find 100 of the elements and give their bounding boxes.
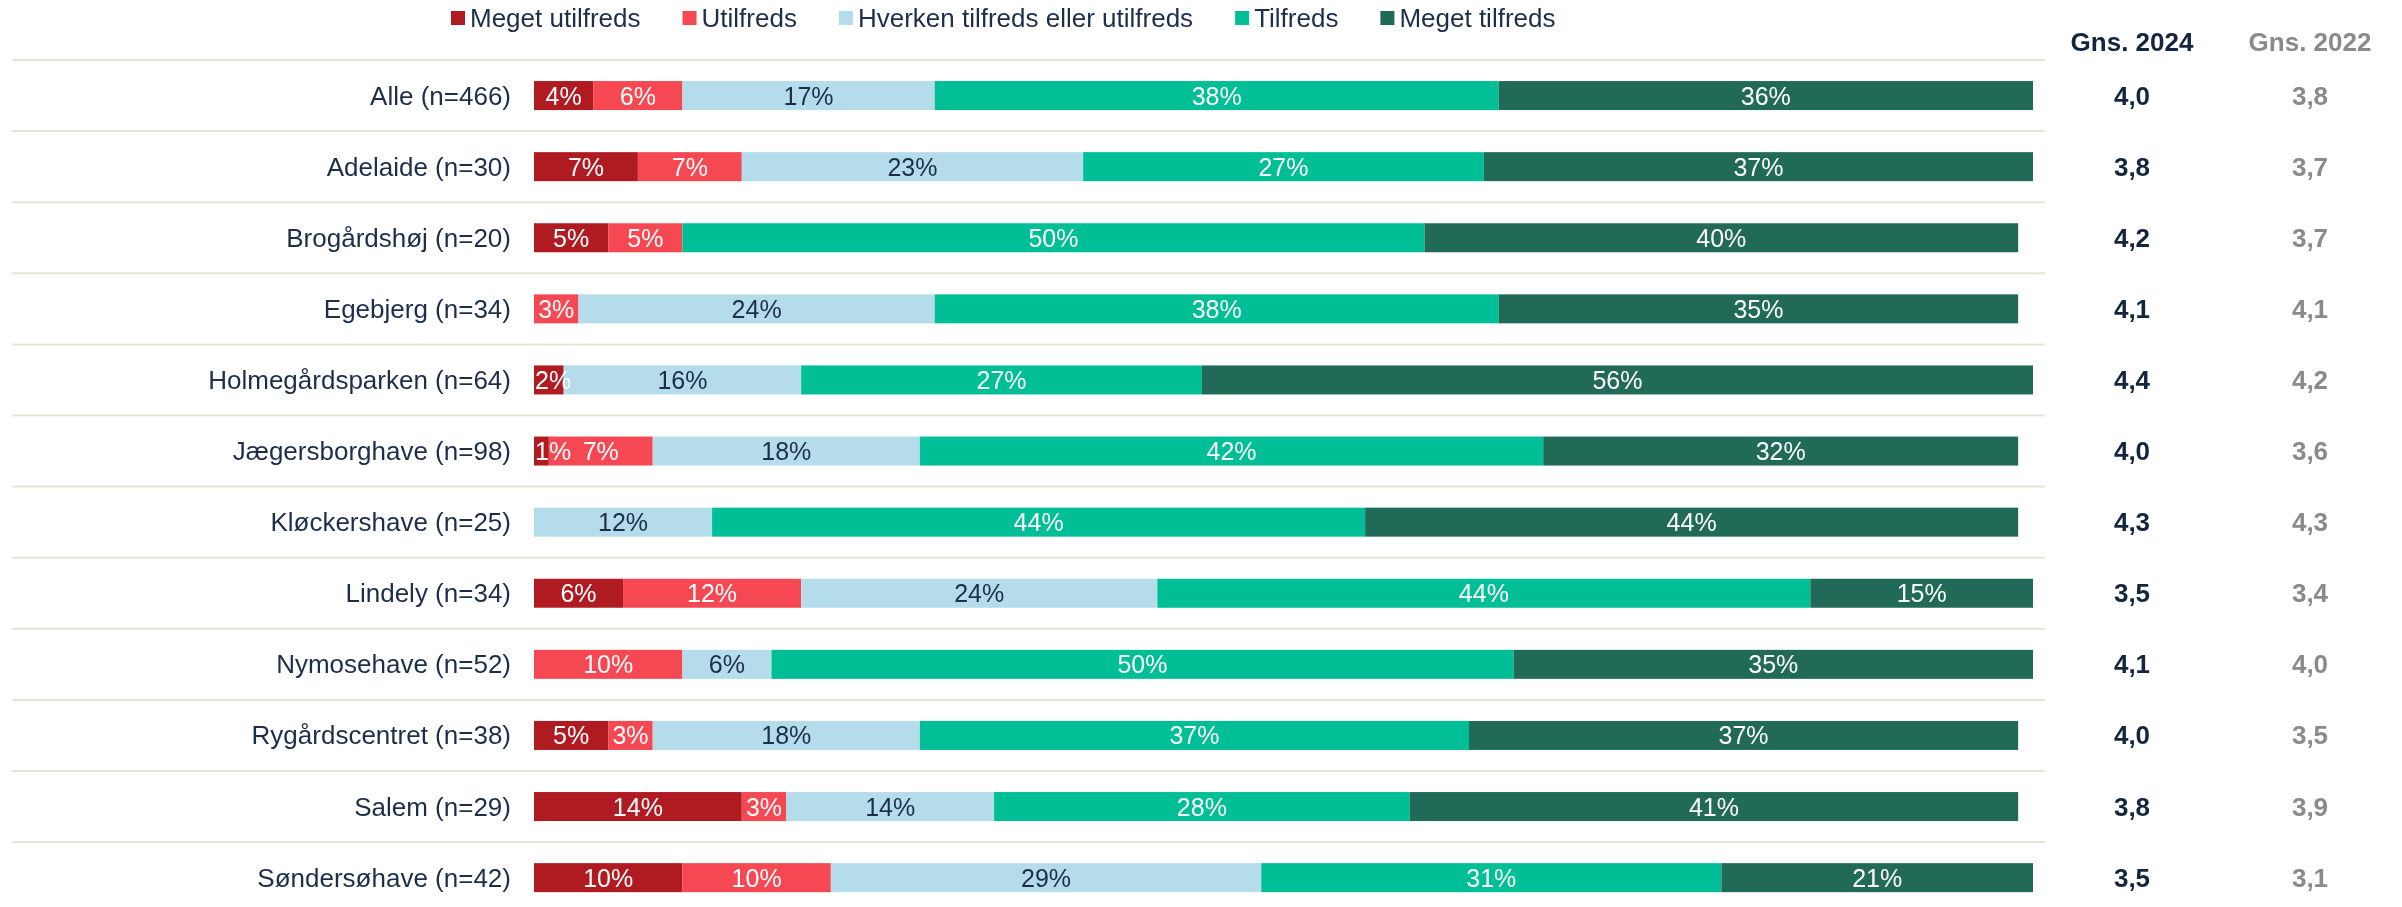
data-label: 50% <box>1117 650 1168 679</box>
bar <box>771 649 1514 679</box>
data-label: 18% <box>761 721 812 750</box>
bar <box>1483 152 2033 182</box>
data-label: 56% <box>1592 365 1643 394</box>
data-label: 27% <box>976 365 1027 394</box>
text: 4,0 <box>2113 80 2151 111</box>
data-label: 36% <box>1740 81 1791 110</box>
data-label: 4% <box>545 81 582 110</box>
legend-label: Meget utilfreds <box>470 3 641 33</box>
y-tick-label: Nymosehave (n=52) <box>276 649 511 680</box>
bar <box>1409 792 2019 822</box>
text: 4,1 <box>2113 649 2151 680</box>
data-label: 5% <box>553 721 590 750</box>
bar <box>994 792 1410 822</box>
data-label: 14% <box>612 792 663 821</box>
bar <box>786 792 995 822</box>
data-label: 44% <box>1666 508 1717 537</box>
data-label: 35% <box>1748 650 1799 679</box>
text: 3,1 <box>2291 862 2329 893</box>
data-label: 5% <box>627 223 664 252</box>
bar <box>741 152 1084 182</box>
y-tick-label: Kløckershave (n=25) <box>270 507 511 538</box>
y-tick-label: Salem (n=29) <box>354 791 511 822</box>
data-label: 18% <box>761 437 812 466</box>
text: 3,5 <box>2113 862 2151 893</box>
bar <box>1424 223 2019 253</box>
y-tick-label: Rygårdscentret (n=38) <box>251 720 511 751</box>
y-tick-label: Jægersborghave (n=98) <box>232 436 511 467</box>
data-label: 17% <box>783 81 834 110</box>
text: 4,1 <box>2113 293 2151 324</box>
bar <box>1810 578 2033 608</box>
y-tick-label: Egebjerg (n=34) <box>323 293 511 324</box>
legend-label: Meget tilfreds <box>1399 3 1556 33</box>
y-tick-label: Adelaide (n=30) <box>326 151 511 182</box>
data-label: 5% <box>553 223 590 252</box>
data-label: 42% <box>1206 437 1257 466</box>
text: 3,5 <box>2291 720 2329 751</box>
data-label: 12% <box>687 579 738 608</box>
bar <box>652 720 920 750</box>
bar <box>712 507 1366 537</box>
data-label: 7% <box>567 152 605 181</box>
bar <box>801 365 1202 395</box>
text: 3,7 <box>2291 222 2329 253</box>
bar <box>801 578 1158 608</box>
bar <box>1513 649 2033 679</box>
data-label: 10% <box>583 863 634 892</box>
bar <box>830 863 1262 893</box>
bar <box>682 81 935 111</box>
data-label: 50% <box>1028 223 1079 252</box>
text: 3,5 <box>2113 578 2151 609</box>
data-label: 32% <box>1755 437 1806 466</box>
bar <box>682 863 831 893</box>
data-label: 31% <box>1466 863 1517 892</box>
bar <box>934 294 1499 324</box>
y-tick-label: Lindely (n=34) <box>345 578 511 609</box>
data-label: 41% <box>1688 792 1739 821</box>
bar <box>1201 365 2033 395</box>
data-label: 14% <box>865 792 916 821</box>
data-label: 6% <box>619 81 656 110</box>
text: 3,4 <box>2291 578 2329 609</box>
text: 3,8 <box>2113 151 2151 182</box>
text: 4,4 <box>2113 364 2151 395</box>
data-label: 12% <box>598 508 649 537</box>
bar <box>1498 81 2033 111</box>
bar <box>1543 436 2019 466</box>
data-label: 40% <box>1696 223 1747 252</box>
bar <box>682 223 1425 253</box>
bar <box>934 81 1499 111</box>
bar <box>1721 863 2033 893</box>
bar <box>1469 720 2019 750</box>
data-label: 27% <box>1258 152 1309 181</box>
data-label: 6% <box>560 579 597 608</box>
text: 4,0 <box>2113 720 2151 751</box>
legend-label: Utilfreds <box>701 3 797 33</box>
bar <box>1157 578 1811 608</box>
data-label: 3% <box>612 721 649 750</box>
text: 4,2 <box>2291 364 2329 395</box>
bar <box>1365 507 2019 537</box>
bar <box>1498 294 2019 324</box>
legend-label: Hverken tilfreds eller utilfreds <box>857 3 1194 33</box>
text: 3,9 <box>2291 791 2329 822</box>
bar <box>623 578 802 608</box>
data-label: 16% <box>657 365 708 394</box>
bar <box>534 507 713 537</box>
text: 4,0 <box>2113 436 2151 467</box>
text: Gns. 2024 <box>2070 27 2194 57</box>
bar <box>1083 152 1484 182</box>
bar <box>534 152 638 182</box>
text: 4,3 <box>2291 507 2329 538</box>
text: 3,8 <box>2291 80 2329 111</box>
bar <box>919 436 1544 466</box>
data-label: 37% <box>1169 721 1220 750</box>
data-label: 3% <box>745 792 783 821</box>
data-label: 7% <box>582 437 619 466</box>
text: 4,0 <box>2291 649 2329 680</box>
data-label: 38% <box>1191 294 1242 323</box>
text: 4,1 <box>2291 293 2329 324</box>
bar <box>652 436 920 466</box>
text: 3,7 <box>2291 151 2329 182</box>
